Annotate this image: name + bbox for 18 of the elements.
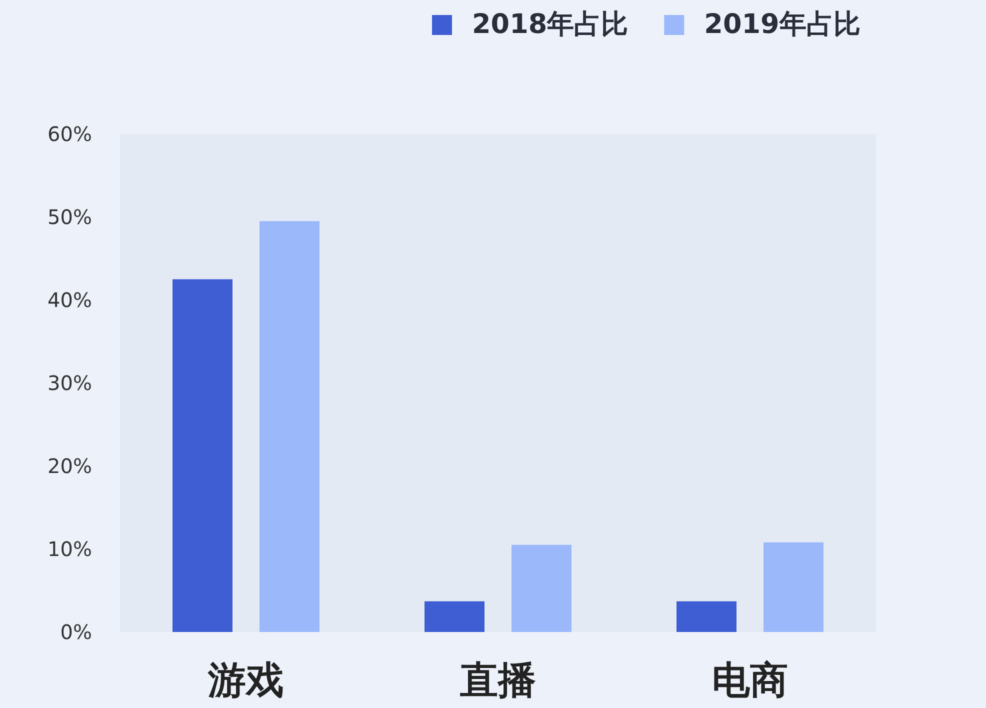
y-tick-label: 0% bbox=[60, 620, 92, 644]
x-tick-label: 电商 bbox=[712, 658, 788, 702]
y-tick-label: 30% bbox=[48, 371, 92, 395]
legend-label: 2019年占比 bbox=[704, 9, 860, 40]
y-tick-label: 50% bbox=[48, 205, 92, 229]
x-tick-label: 游戏 bbox=[207, 658, 284, 702]
bar bbox=[764, 542, 824, 632]
bar bbox=[260, 221, 320, 632]
y-tick-label: 40% bbox=[48, 288, 92, 312]
legend-label: 2018年占比 bbox=[472, 9, 628, 40]
y-tick-label: 60% bbox=[48, 122, 92, 146]
y-tick-label: 10% bbox=[48, 537, 92, 561]
bar bbox=[424, 601, 484, 632]
bar bbox=[512, 544, 572, 632]
y-tick-label: 20% bbox=[48, 454, 92, 478]
bar bbox=[172, 279, 232, 632]
bar bbox=[676, 601, 736, 632]
x-tick-label: 直播 bbox=[459, 658, 536, 702]
